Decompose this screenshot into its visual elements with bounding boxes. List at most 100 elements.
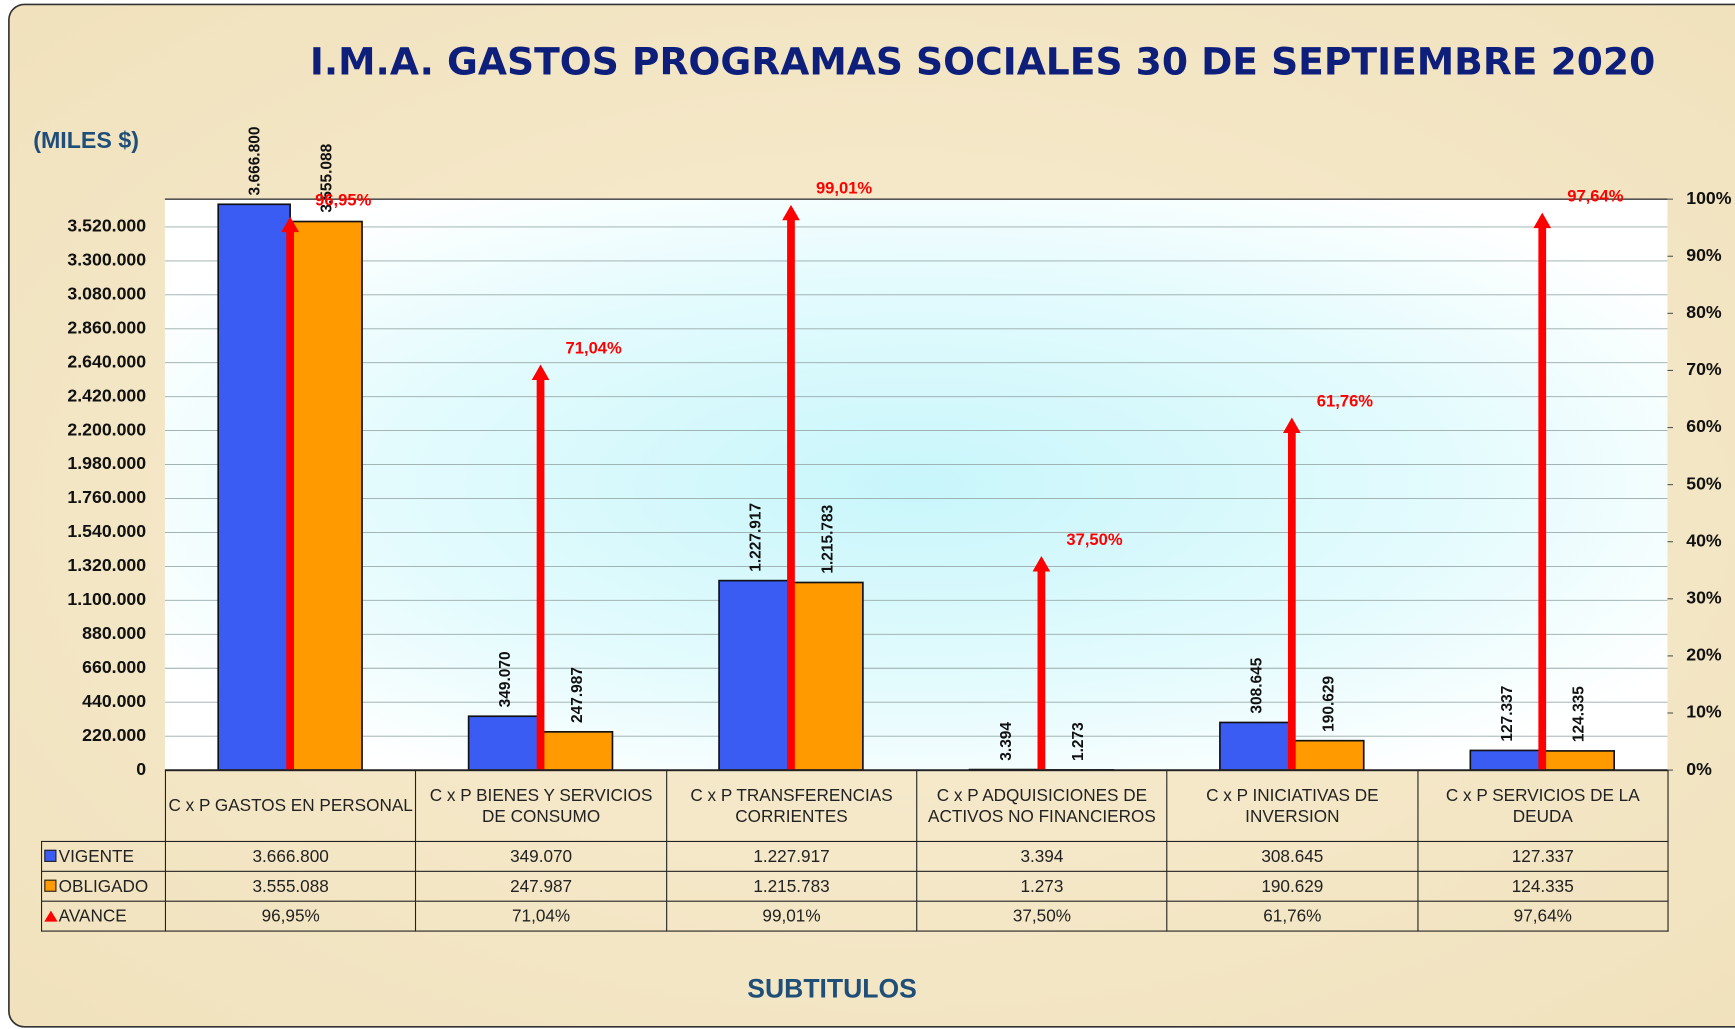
y-tick-label: 1.760.000 xyxy=(67,487,146,507)
table-value: 96,95% xyxy=(164,900,417,932)
y-tick-label: 660.000 xyxy=(82,657,146,677)
legend-cell: AVANCE xyxy=(40,900,167,932)
avance-arrow xyxy=(1032,555,1051,771)
bar-value-label: 1.227.917 xyxy=(748,503,765,572)
legend-cell: OBLIGADO xyxy=(40,870,167,902)
y2-tick-label: 100% xyxy=(1686,188,1732,208)
table-value: 61,76% xyxy=(1166,900,1419,932)
legend-label: OBLIGADO xyxy=(58,876,149,896)
legend-swatch xyxy=(44,849,57,862)
plot-area xyxy=(164,199,1668,771)
y-tick-label: 2.420.000 xyxy=(67,385,146,405)
y-tick-label: 3.520.000 xyxy=(67,216,146,236)
data-table: C x P GASTOS EN PERSONAL C x P BIENES Y S… xyxy=(40,770,1669,932)
y-tick-label: 2.860.000 xyxy=(67,317,146,337)
bar xyxy=(217,203,291,771)
table-value: 1.215.783 xyxy=(665,870,918,902)
category-label: C x P TRANSFERENCIAS CORRIENTES xyxy=(665,770,918,843)
table-value: 37,50% xyxy=(916,900,1168,932)
y-tick-label: 880.000 xyxy=(82,623,146,643)
table-value: 3.555.088 xyxy=(164,870,417,902)
x-axis-label: SUBTITULOS xyxy=(747,973,917,1003)
y-tick-label: 1.100.000 xyxy=(67,589,146,609)
avance-label: 99,01% xyxy=(816,179,872,198)
bar xyxy=(790,581,864,771)
y-tick-label: 3.300.000 xyxy=(67,250,146,270)
bar xyxy=(1219,721,1293,771)
category-label: C x P GASTOS EN PERSONAL xyxy=(164,770,417,843)
bar-value-label: 349.070 xyxy=(497,651,514,707)
legend-cell: VIGENTE xyxy=(40,840,167,872)
y2-tick-label: 40% xyxy=(1686,530,1722,550)
bar-value-label: 3.555.088 xyxy=(319,143,336,212)
bar-value-label: 190.629 xyxy=(1320,675,1337,731)
category-label: C x P BIENES Y SERVICIOS DE CONSUMO xyxy=(415,770,667,843)
bar xyxy=(289,220,363,771)
bar xyxy=(718,579,792,771)
legend-label: VIGENTE xyxy=(58,846,134,866)
bar-value-label: 1.273 xyxy=(1070,722,1087,761)
table-value: 190.629 xyxy=(1166,870,1419,902)
bar xyxy=(539,730,614,771)
table-value: 1.273 xyxy=(916,870,1168,902)
avance-label: 97,64% xyxy=(1567,187,1623,206)
y-tick-label: 1.980.000 xyxy=(67,453,146,473)
category-label: C x P INICIATIVAS DE INVERSION xyxy=(1166,770,1419,843)
table-value: 308.645 xyxy=(1166,840,1419,872)
table-row: OBLIGADO 3.555.088 247.987 1.215.783 1.273 19… xyxy=(40,870,1669,902)
y-tick-label: 2.200.000 xyxy=(67,419,146,439)
avance-label: 37,50% xyxy=(1066,530,1122,549)
y2-tick-label: 90% xyxy=(1686,245,1722,265)
y-tick-label: 0 xyxy=(136,759,146,779)
y-tick-label: 220.000 xyxy=(82,725,146,745)
table-value: 124.335 xyxy=(1417,870,1669,902)
table-header-row: C x P GASTOS EN PERSONAL C x P BIENES Y S… xyxy=(41,770,1669,843)
bar-value-label: 247.987 xyxy=(569,667,586,723)
table-value: 3.394 xyxy=(916,840,1168,872)
category-label: C x P ADQUISICIONES DE ACTIVOS NO FINANC… xyxy=(916,770,1168,843)
avance-arrow xyxy=(782,204,800,771)
table-value: 99,01% xyxy=(665,900,918,932)
y2-tick-label: 20% xyxy=(1686,645,1722,665)
table-corner xyxy=(41,770,167,843)
y2-tick-label: 0% xyxy=(1686,759,1712,779)
y-tick-label: 440.000 xyxy=(82,691,146,711)
legend-swatch xyxy=(44,879,57,892)
bar xyxy=(1290,739,1365,771)
y-axis-label: (MILES $) xyxy=(33,127,139,153)
bar xyxy=(1469,749,1544,771)
avance-arrow xyxy=(1533,212,1552,771)
avance-label: 96,95% xyxy=(315,190,371,209)
bar-value-label: 124.335 xyxy=(1571,686,1588,742)
avance-arrow xyxy=(1282,417,1301,771)
table-row: AVANCE 96,95% 71,04% 99,01% 37,50% 61,76% 97,6… xyxy=(40,900,1669,932)
bar-value-label: 3.394 xyxy=(998,722,1015,761)
y-tick-label: 1.320.000 xyxy=(67,555,146,575)
avance-arrow xyxy=(531,364,550,771)
table-value: 1.227.917 xyxy=(665,840,918,872)
bar-value-label: 127.337 xyxy=(1499,686,1516,742)
category-label: C x P SERVICIOS DE LA DEUDA xyxy=(1417,770,1669,843)
y2-tick-label: 70% xyxy=(1686,359,1722,379)
table-value: 71,04% xyxy=(415,900,667,932)
y2-tick-label: 60% xyxy=(1686,416,1722,436)
bar-value-label: 3.666.800 xyxy=(247,127,264,196)
y-tick-label: 2.640.000 xyxy=(67,351,146,371)
table-value: 349.070 xyxy=(415,840,667,872)
bar-value-label: 308.645 xyxy=(1248,657,1265,713)
chart-title: I.M.A. GASTOS PROGRAMAS SOCIALES 30 DE S… xyxy=(310,40,1655,84)
avance-label: 61,76% xyxy=(1317,391,1373,410)
y2-tick-label: 50% xyxy=(1686,473,1722,493)
table-value: 3.666.800 xyxy=(164,840,417,872)
avance-label: 71,04% xyxy=(566,338,622,357)
bar xyxy=(1541,750,1616,771)
y-tick-label: 3.080.000 xyxy=(67,284,146,304)
y2-tick-label: 10% xyxy=(1686,702,1722,722)
y-tick-label: 1.540.000 xyxy=(67,521,146,541)
table-value: 127.337 xyxy=(1417,840,1669,872)
avance-arrow xyxy=(281,216,299,771)
legend-swatch xyxy=(44,910,58,922)
